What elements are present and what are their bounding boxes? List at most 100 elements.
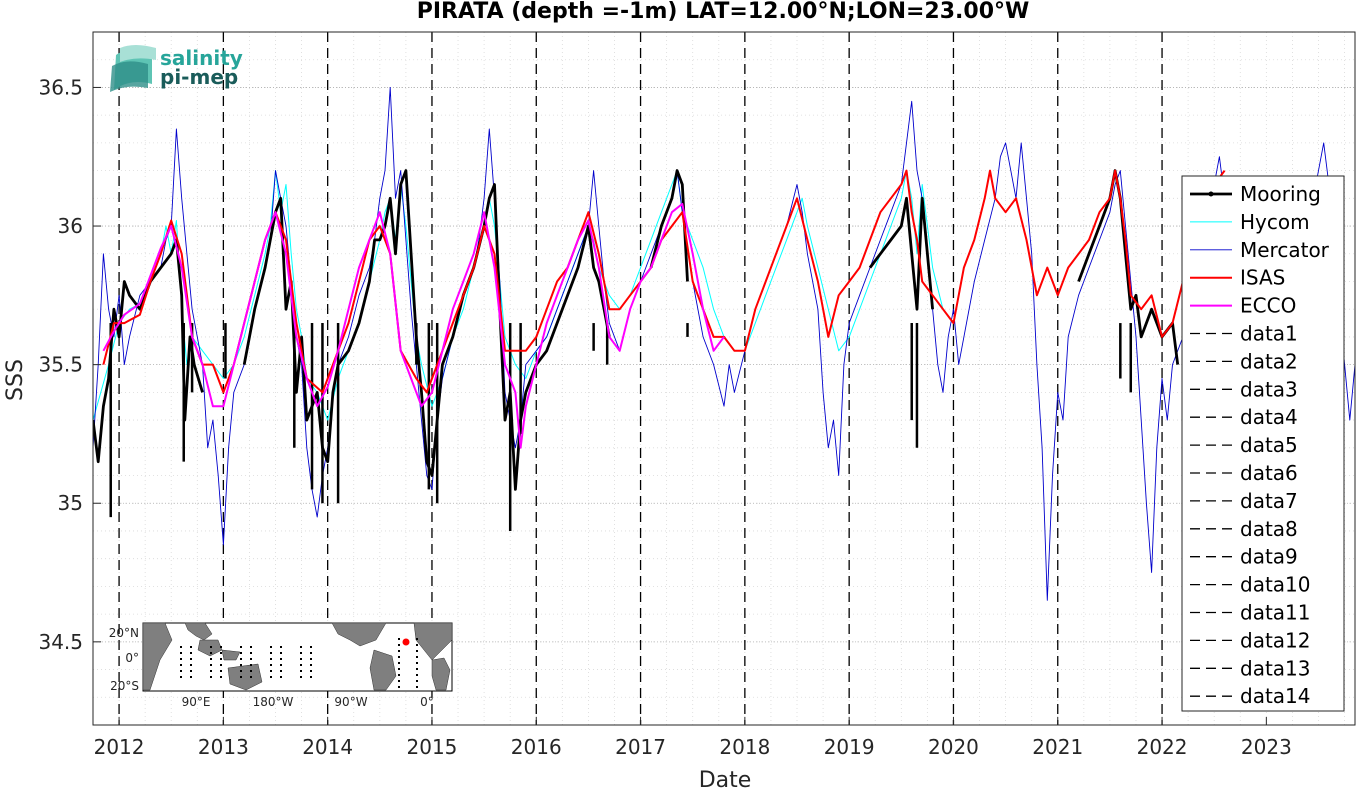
series-line-mooring	[649, 169, 689, 282]
legend-entry: data3	[1190, 377, 1298, 401]
y-axis-label: SSS	[3, 359, 28, 401]
legend-entry: data13	[1190, 656, 1311, 680]
legend-entry: data7	[1190, 489, 1298, 513]
legend-entry: data5	[1190, 433, 1298, 457]
inset-map-station	[398, 674, 400, 676]
series-line-ecco	[102, 202, 725, 449]
inset-map-station	[310, 652, 312, 654]
legend-label: data10	[1240, 573, 1311, 597]
inset-map-station	[398, 680, 400, 682]
inset-map-station	[250, 670, 252, 672]
legend-label: data1	[1240, 322, 1298, 346]
map-lon-label: 90°E	[182, 695, 211, 709]
legend-label: data9	[1240, 545, 1298, 569]
inset-map-landmass	[142, 622, 173, 691]
logo-text-salinity: salinity	[160, 46, 243, 70]
inset-map-station	[310, 670, 312, 672]
inset-map-station	[270, 670, 272, 672]
inset-map-station	[280, 658, 282, 660]
inset-map-station	[310, 658, 312, 660]
inset-map-station	[416, 656, 418, 658]
station-marker	[402, 638, 410, 646]
x-tick-label: 2012	[94, 735, 145, 759]
x-tick-label: 2020	[928, 735, 979, 759]
chart-title: PIRATA (depth =-1m) LAT=12.00°N;LON=23.0…	[417, 0, 1030, 24]
x-tick-label: 2014	[302, 735, 353, 759]
inset-map-station	[280, 670, 282, 672]
legend-label: ISAS	[1240, 266, 1285, 290]
inset-map-station	[190, 676, 192, 678]
inset-map-station	[180, 676, 182, 678]
y-tick-label: 36.5	[38, 75, 83, 99]
inset-map-station	[250, 658, 252, 660]
inset-map-station	[210, 646, 212, 648]
inset-map-station	[180, 658, 182, 660]
year-marker-lines	[118, 32, 1163, 725]
axis-ticks: 34.5 35 35.5 36 36.5 2012 2013 2014 2015 2016 2017…	[38, 75, 1291, 759]
inset-map-station	[398, 656, 400, 658]
legend-label: data4	[1240, 405, 1298, 429]
inset-map-stations	[180, 638, 418, 688]
inset-map-landmass	[331, 622, 387, 647]
inset-map-station	[240, 676, 242, 678]
x-tick-label: 2015	[407, 735, 458, 759]
inset-map-station	[300, 670, 302, 672]
inset-map-station	[240, 652, 242, 654]
inset-map-station	[210, 658, 212, 660]
legend-label: data7	[1240, 489, 1298, 513]
plot-area	[93, 32, 1355, 725]
inset-map-station	[190, 658, 192, 660]
legend-entry: data9	[1190, 545, 1298, 569]
map-lat-label: 0°	[125, 651, 139, 665]
inset-map-station	[220, 676, 222, 678]
inset-map-station	[180, 664, 182, 666]
x-tick-label: 2013	[198, 735, 249, 759]
legend-entry: ECCO	[1190, 294, 1296, 318]
inset-map-station	[416, 686, 418, 688]
inset-map-landmass	[227, 663, 263, 691]
legend-entry: data14	[1190, 684, 1311, 708]
map-lon-label: 90°W	[334, 695, 367, 709]
inset-map-station	[220, 658, 222, 660]
inset-map-station	[190, 664, 192, 666]
legend-label: data2	[1240, 349, 1298, 373]
inset-map-station	[220, 670, 222, 672]
legend-entry: ISAS	[1190, 266, 1285, 290]
inset-map-station	[190, 646, 192, 648]
legend-entry: data2	[1190, 349, 1298, 373]
x-tick-label: 2018	[719, 735, 770, 759]
legend-entry: data12	[1190, 628, 1311, 652]
x-tick-label: 2016	[511, 735, 562, 759]
inset-map-station	[398, 662, 400, 664]
inset-map-station	[250, 652, 252, 654]
legend-entry: data6	[1190, 461, 1298, 485]
map-lon-label: 180°W	[253, 695, 294, 709]
legend-label: data12	[1240, 628, 1311, 652]
legend-entry: data1	[1190, 322, 1298, 346]
inset-map-station	[270, 646, 272, 648]
map-lat-label: 20°S	[110, 679, 139, 693]
inset-map-landmass	[431, 657, 451, 691]
inset-map-station	[310, 664, 312, 666]
series-ecco	[102, 202, 725, 449]
inset-map-station	[270, 652, 272, 654]
legend-label: data3	[1240, 377, 1298, 401]
x-tick-label: 2019	[824, 735, 875, 759]
y-tick-label: 34.5	[38, 630, 83, 654]
inset-map-station	[398, 638, 400, 640]
inset-map-land	[142, 622, 453, 691]
inset-map: 20°N 0° 20°S 90°E 180°W 90°W 0°	[109, 622, 453, 709]
legend-label: data14	[1240, 684, 1311, 708]
inset-map-station	[190, 652, 192, 654]
inset-map-station	[300, 646, 302, 648]
inset-map-station	[270, 664, 272, 666]
inset-map-station	[240, 646, 242, 648]
inset-map-station	[240, 664, 242, 666]
legend: Mooring Hycom Mercator ISAS ECCO data1 data2 da…	[1181, 175, 1345, 712]
inset-map-station	[210, 652, 212, 654]
inset-map-station	[300, 676, 302, 678]
inset-map-station	[300, 658, 302, 660]
legend-label: Mercator	[1240, 238, 1330, 262]
inset-map-station	[280, 652, 282, 654]
inset-map-station	[180, 646, 182, 648]
